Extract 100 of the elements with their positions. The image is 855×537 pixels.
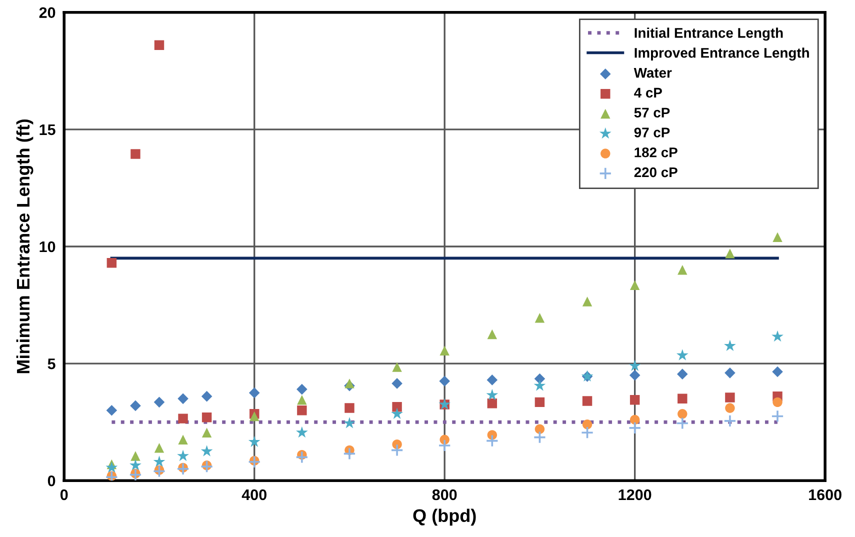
point	[344, 403, 354, 413]
point	[486, 434, 499, 448]
point	[582, 420, 592, 430]
point	[723, 414, 736, 428]
point	[676, 416, 689, 430]
point	[343, 447, 356, 460]
point	[200, 460, 214, 474]
point	[250, 411, 260, 422]
y-tick-label: 20	[39, 7, 56, 18]
point	[630, 394, 640, 405]
point	[296, 384, 308, 395]
point	[725, 403, 735, 413]
x-tick-label: 800	[432, 489, 457, 500]
point	[106, 461, 118, 473]
y-tick-label: 0	[48, 475, 56, 486]
point	[678, 394, 688, 404]
point	[676, 349, 688, 360]
point	[582, 296, 592, 306]
point	[629, 370, 640, 381]
point	[392, 362, 402, 372]
y-tick-label: 5	[48, 358, 56, 370]
point	[130, 400, 141, 412]
point	[486, 388, 498, 400]
x-tick-label: 1600	[809, 489, 842, 500]
point	[248, 455, 261, 468]
legend-label: Water	[634, 68, 672, 78]
point	[130, 149, 140, 159]
point	[296, 426, 308, 438]
point	[487, 398, 498, 408]
point	[130, 459, 142, 470]
point	[297, 406, 307, 416]
point	[630, 414, 640, 425]
point	[344, 417, 356, 428]
x-tick-label: 0	[60, 489, 68, 500]
point	[392, 402, 402, 412]
point	[772, 232, 782, 242]
point	[391, 408, 403, 419]
point	[771, 410, 784, 423]
point	[154, 396, 165, 408]
point	[724, 340, 736, 352]
point	[106, 404, 118, 416]
point	[630, 280, 640, 290]
point	[534, 424, 545, 434]
point	[486, 374, 498, 386]
point	[344, 378, 354, 388]
point	[439, 376, 450, 387]
point	[628, 421, 642, 434]
point	[772, 330, 784, 342]
point	[582, 396, 592, 406]
point	[390, 444, 404, 457]
point	[772, 366, 783, 378]
point	[201, 390, 212, 402]
point	[580, 426, 594, 440]
legend-label: 97 cP	[634, 128, 670, 138]
legend-label: Improved Entrance Length	[634, 48, 809, 61]
point	[202, 428, 212, 438]
point	[725, 248, 735, 258]
point	[772, 397, 782, 408]
x-axis-title: Q (bpd)	[413, 508, 476, 526]
point	[534, 313, 545, 323]
point	[678, 265, 688, 275]
point	[177, 450, 189, 462]
point	[248, 436, 260, 448]
point	[533, 430, 546, 444]
point	[678, 409, 688, 419]
legend-label: 4 cP	[634, 88, 662, 98]
point	[534, 397, 545, 408]
y-tick-label: 15	[40, 124, 56, 136]
point	[178, 434, 188, 445]
legend-label: Initial Entrance Length	[634, 28, 783, 41]
point	[487, 329, 498, 340]
point	[154, 442, 164, 453]
point	[152, 464, 166, 478]
point	[178, 393, 188, 404]
point	[725, 392, 735, 402]
point	[297, 394, 307, 405]
point	[248, 387, 260, 398]
point	[129, 468, 142, 481]
point	[724, 368, 736, 378]
legend-label: 182 cP	[634, 147, 678, 158]
x-tick-label: 400	[242, 489, 266, 500]
point	[295, 450, 308, 464]
point	[440, 346, 450, 356]
point	[534, 380, 546, 391]
point	[153, 456, 166, 467]
legend-label: 220 cP	[634, 167, 678, 178]
point	[154, 40, 164, 50]
point	[106, 258, 117, 268]
point	[676, 368, 688, 380]
point	[176, 462, 190, 476]
point	[178, 414, 188, 424]
point	[130, 451, 140, 461]
y-axis-title: Minimum Entrance Length (ft)	[16, 119, 34, 374]
point	[392, 378, 402, 389]
legend-label: 57 cP	[634, 108, 670, 118]
point	[438, 439, 452, 452]
y-tick-label: 10	[40, 241, 56, 252]
point	[200, 445, 213, 456]
point	[628, 360, 641, 371]
x-tick-label: 1200	[618, 489, 652, 500]
